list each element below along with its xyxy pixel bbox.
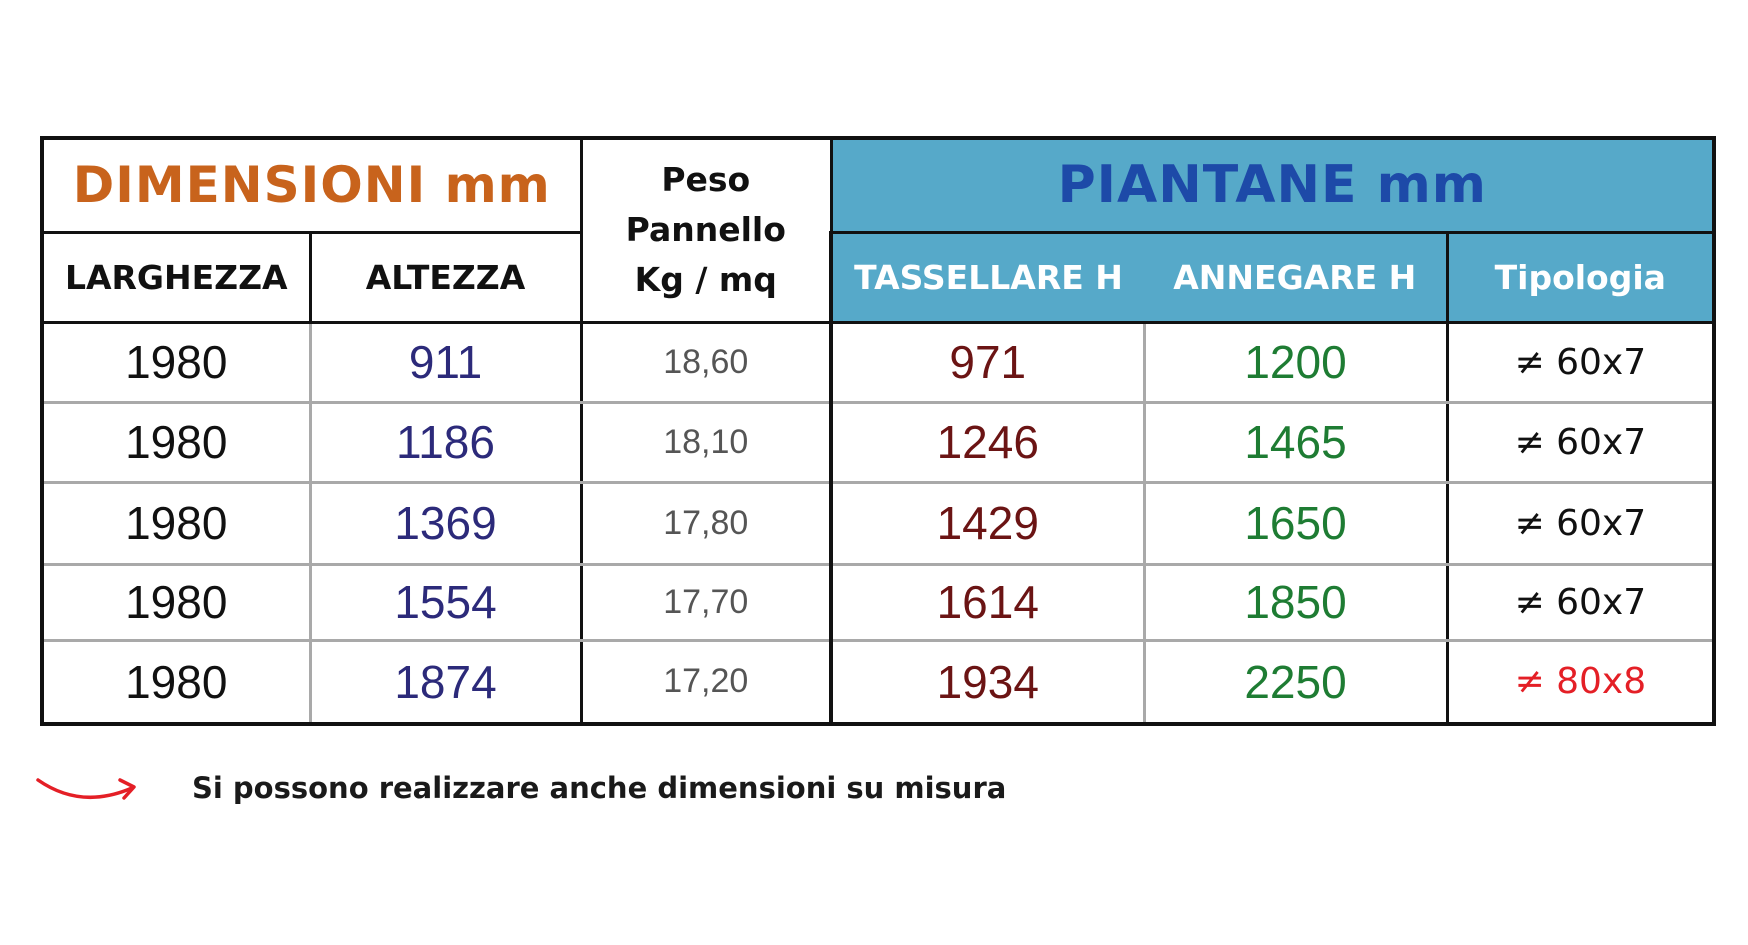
cell-annegare: 1850 <box>1144 564 1449 642</box>
cell-tipologia: ≠ 60x7 <box>1447 564 1716 642</box>
peso-header: Peso Pannello Kg / mq <box>579 136 833 324</box>
cell-peso: 17,70 <box>581 564 834 642</box>
cell-tipologia: ≠ 80x8 <box>1447 640 1716 724</box>
table-row: 1980 911 18,60 971 1200 ≠ 60x7 <box>42 322 1716 404</box>
header-row-2: LARGHEZZA ALTEZZA TASSELLARE H ANNEGARE … <box>40 230 1716 324</box>
cell-annegare: 1650 <box>1144 482 1449 566</box>
cell-altezza: 1554 <box>310 564 583 642</box>
cell-annegare: 2250 <box>1144 640 1449 724</box>
cell-larghezza: 1980 <box>42 402 312 484</box>
col-header-tipologia: Tipologia <box>1445 230 1716 324</box>
peso-header-line-1: Peso <box>661 160 751 200</box>
peso-header-line-2: Pannello <box>625 210 786 250</box>
cell-peso: 17,20 <box>581 640 834 724</box>
cell-peso: 17,80 <box>581 482 834 566</box>
cell-altezza: 911 <box>310 322 583 404</box>
cell-larghezza: 1980 <box>42 482 312 566</box>
col-header-larghezza: LARGHEZZA <box>40 230 312 324</box>
cell-altezza: 1186 <box>310 402 583 484</box>
table-row: 1980 1186 18,10 1246 1465 ≠ 60x7 <box>42 402 1716 484</box>
cell-larghezza: 1980 <box>42 564 312 642</box>
table-row: 1980 1369 17,80 1429 1650 ≠ 60x7 <box>42 482 1716 566</box>
footnote: Si possono realizzare anche dimensioni s… <box>36 768 1006 808</box>
cell-larghezza: 1980 <box>42 322 312 404</box>
cell-annegare: 1465 <box>1144 402 1449 484</box>
cell-tassellare: 1934 <box>831 640 1146 724</box>
table-row: 1980 1874 17,20 1934 2250 ≠ 80x8 <box>42 640 1716 724</box>
cell-tipologia: ≠ 60x7 <box>1447 482 1716 566</box>
piantane-title: PIANTANE mm <box>829 136 1716 234</box>
col-header-altezza: ALTEZZA <box>308 230 583 324</box>
cell-tassellare: 1614 <box>831 564 1146 642</box>
col-header-tassellare: TASSELLARE H <box>829 230 1145 324</box>
spec-table: DIMENSIONI mm Peso Pannello Kg / mq PIAN… <box>40 136 1717 726</box>
curved-arrow-icon <box>36 778 136 800</box>
footnote-text: Si possono realizzare anche dimensioni s… <box>192 771 1007 805</box>
cell-peso: 18,60 <box>581 322 834 404</box>
cell-tipologia: ≠ 60x7 <box>1447 402 1716 484</box>
peso-header-line-3: Kg / mq <box>634 260 777 300</box>
cell-tipologia: ≠ 60x7 <box>1447 322 1716 404</box>
cell-larghezza: 1980 <box>42 640 312 724</box>
cell-annegare: 1200 <box>1144 322 1449 404</box>
cell-altezza: 1369 <box>310 482 583 566</box>
table-row: 1980 1554 17,70 1614 1850 ≠ 60x7 <box>42 564 1716 642</box>
cell-peso: 18,10 <box>581 402 834 484</box>
dimensioni-title: DIMENSIONI mm <box>40 136 583 234</box>
cell-tassellare: 1429 <box>831 482 1146 566</box>
col-header-annegare: ANNEGARE H <box>1144 230 1448 324</box>
header-row-1: DIMENSIONI mm Peso Pannello Kg / mq PIAN… <box>40 136 1716 324</box>
cell-tassellare: 1246 <box>831 402 1146 484</box>
cell-altezza: 1874 <box>310 640 583 724</box>
cell-tassellare: 971 <box>831 322 1146 404</box>
